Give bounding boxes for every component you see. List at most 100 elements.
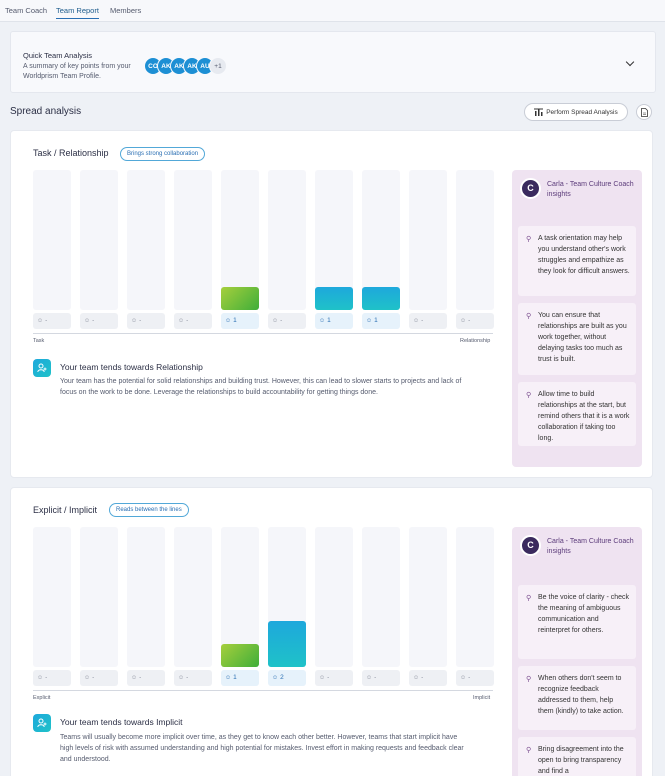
coach-tip: ⚲ Be the voice of clarity - check the mea…	[518, 585, 636, 659]
member-count-value: -	[421, 674, 424, 681]
member-count: ☺ -	[33, 670, 71, 686]
spread-column	[127, 170, 165, 310]
perform-spread-analysis-button[interactable]: Perform Spread Analysis	[524, 103, 628, 121]
trait-badge: Brings strong collaboration	[120, 147, 206, 161]
analysis-icon	[534, 108, 544, 116]
member-count-value: -	[186, 674, 189, 681]
member-count-value: -	[186, 317, 189, 324]
lightbulb-icon: ⚲	[526, 392, 532, 399]
axis-label-right: Implicit	[473, 695, 491, 701]
person-icon: ☺	[272, 675, 279, 681]
member-count: ☺ -	[174, 313, 212, 329]
coach-tip: ⚲ You can ensure that relationships are b…	[518, 303, 636, 375]
spread-column	[221, 170, 259, 310]
axis-label-left: Task	[33, 338, 45, 344]
member-count-value: 1	[374, 317, 378, 324]
tendency-title: Your team tends towards Implicit	[60, 717, 183, 727]
coach-insights-panel: C Carla - Team Culture Coach insights ⚲ B…	[512, 527, 642, 776]
member-count-value: -	[92, 317, 95, 324]
axis-line	[33, 333, 493, 334]
person-icon: ☺	[84, 675, 91, 681]
spread-column	[127, 527, 165, 667]
member-count: ☺ -	[315, 670, 353, 686]
person-icon: ☺	[272, 318, 279, 324]
coach-tip: ⚲ Allow time to build relationships at th…	[518, 382, 636, 446]
spread-column	[80, 170, 118, 310]
tab-members[interactable]: Members	[110, 6, 142, 15]
member-count: ☺ -	[456, 313, 494, 329]
member-count-value: -	[139, 317, 142, 324]
member-count: ☺ -	[409, 670, 447, 686]
coach-name: Carla - Team Culture Coach insights	[547, 538, 634, 555]
spread-column	[362, 527, 400, 667]
member-count: ☺ -	[80, 313, 118, 329]
tendency-icon	[33, 359, 51, 377]
member-count[interactable]: ☺ 2	[268, 670, 306, 686]
spread-column	[456, 170, 494, 310]
download-pdf-button[interactable]	[636, 104, 652, 120]
person-icon: ☺	[319, 675, 326, 681]
member-count: ☺ -	[456, 670, 494, 686]
coach-tip-text: A task orientation may help you understa…	[538, 235, 630, 275]
person-icon: ☺	[413, 318, 420, 324]
coach-avatar: C	[520, 535, 541, 556]
person-icon: ☺	[460, 318, 467, 324]
spread-bar[interactable]	[221, 644, 259, 667]
perform-spread-analysis-label: Perform Spread Analysis	[546, 108, 618, 116]
person-icon: ☺	[131, 318, 138, 324]
quick-team-analysis-panel[interactable]: Quick Team Analysis A summary of key poi…	[10, 31, 656, 93]
member-count-value: 1	[233, 674, 237, 681]
coach-tip: ⚲ Bring disagreement into the open to bri…	[518, 737, 636, 776]
member-count: ☺ -	[127, 313, 165, 329]
spread-bar[interactable]	[362, 287, 400, 310]
member-count: ☺ -	[409, 313, 447, 329]
coach-avatar: C	[520, 178, 541, 199]
spread-column	[33, 527, 71, 667]
member-count-value: 2	[280, 674, 284, 681]
spread-column	[174, 527, 212, 667]
tendency-text: Teams will usually become more implicit …	[60, 734, 464, 763]
member-count-value: -	[374, 674, 377, 681]
coach-tip-text: Bring disagreement into the open to brin…	[538, 746, 624, 775]
chevron-down-icon[interactable]	[625, 57, 635, 67]
spread-column	[174, 170, 212, 310]
member-count[interactable]: ☺ 1	[221, 670, 259, 686]
member-count: ☺ -	[362, 670, 400, 686]
spread-bar[interactable]	[221, 287, 259, 310]
member-count[interactable]: ☺ 1	[362, 313, 400, 329]
member-count[interactable]: ☺ 1	[315, 313, 353, 329]
person-icon: ☺	[225, 318, 232, 324]
member-count-value: -	[92, 674, 95, 681]
tab-team-coach[interactable]: Team Coach	[5, 6, 48, 15]
coach-tip-text: You can ensure that relationships are bu…	[538, 312, 627, 363]
person-icon: ☺	[413, 675, 420, 681]
coach-tip-text: Allow time to build relationships at the…	[538, 391, 630, 442]
person-icon: ☺	[319, 318, 326, 324]
member-count-value: 1	[327, 317, 331, 324]
quick-analysis-title: Quick Team Analysis	[23, 51, 93, 60]
spread-column	[33, 170, 71, 310]
member-count[interactable]: ☺ 1	[221, 313, 259, 329]
person-icon: ☺	[460, 675, 467, 681]
lightbulb-icon: ⚲	[526, 676, 532, 683]
spread-bar[interactable]	[315, 287, 353, 310]
person-icon: ☺	[37, 675, 44, 681]
tendency-title: Your team tends towards Relationship	[60, 362, 203, 372]
spread-column	[456, 527, 494, 667]
member-count-value: -	[45, 674, 48, 681]
member-count-value: -	[280, 317, 283, 324]
lightbulb-icon: ⚲	[526, 747, 532, 754]
coach-insights-panel: C Carla - Team Culture Coach insights ⚲ A…	[512, 170, 642, 467]
spread-bar[interactable]	[268, 621, 306, 667]
spread-column	[221, 527, 259, 667]
tendency-icon	[33, 714, 51, 732]
document-icon	[640, 107, 648, 117]
spread-column	[409, 170, 447, 310]
tendency-text: Your team has the potential for solid re…	[60, 378, 462, 396]
spread-column	[268, 170, 306, 310]
spread-column	[315, 527, 353, 667]
spread-column	[80, 527, 118, 667]
member-count-value: -	[45, 317, 48, 324]
member-count-value: 1	[233, 317, 237, 324]
tab-team-report[interactable]: Team Report	[56, 6, 99, 19]
